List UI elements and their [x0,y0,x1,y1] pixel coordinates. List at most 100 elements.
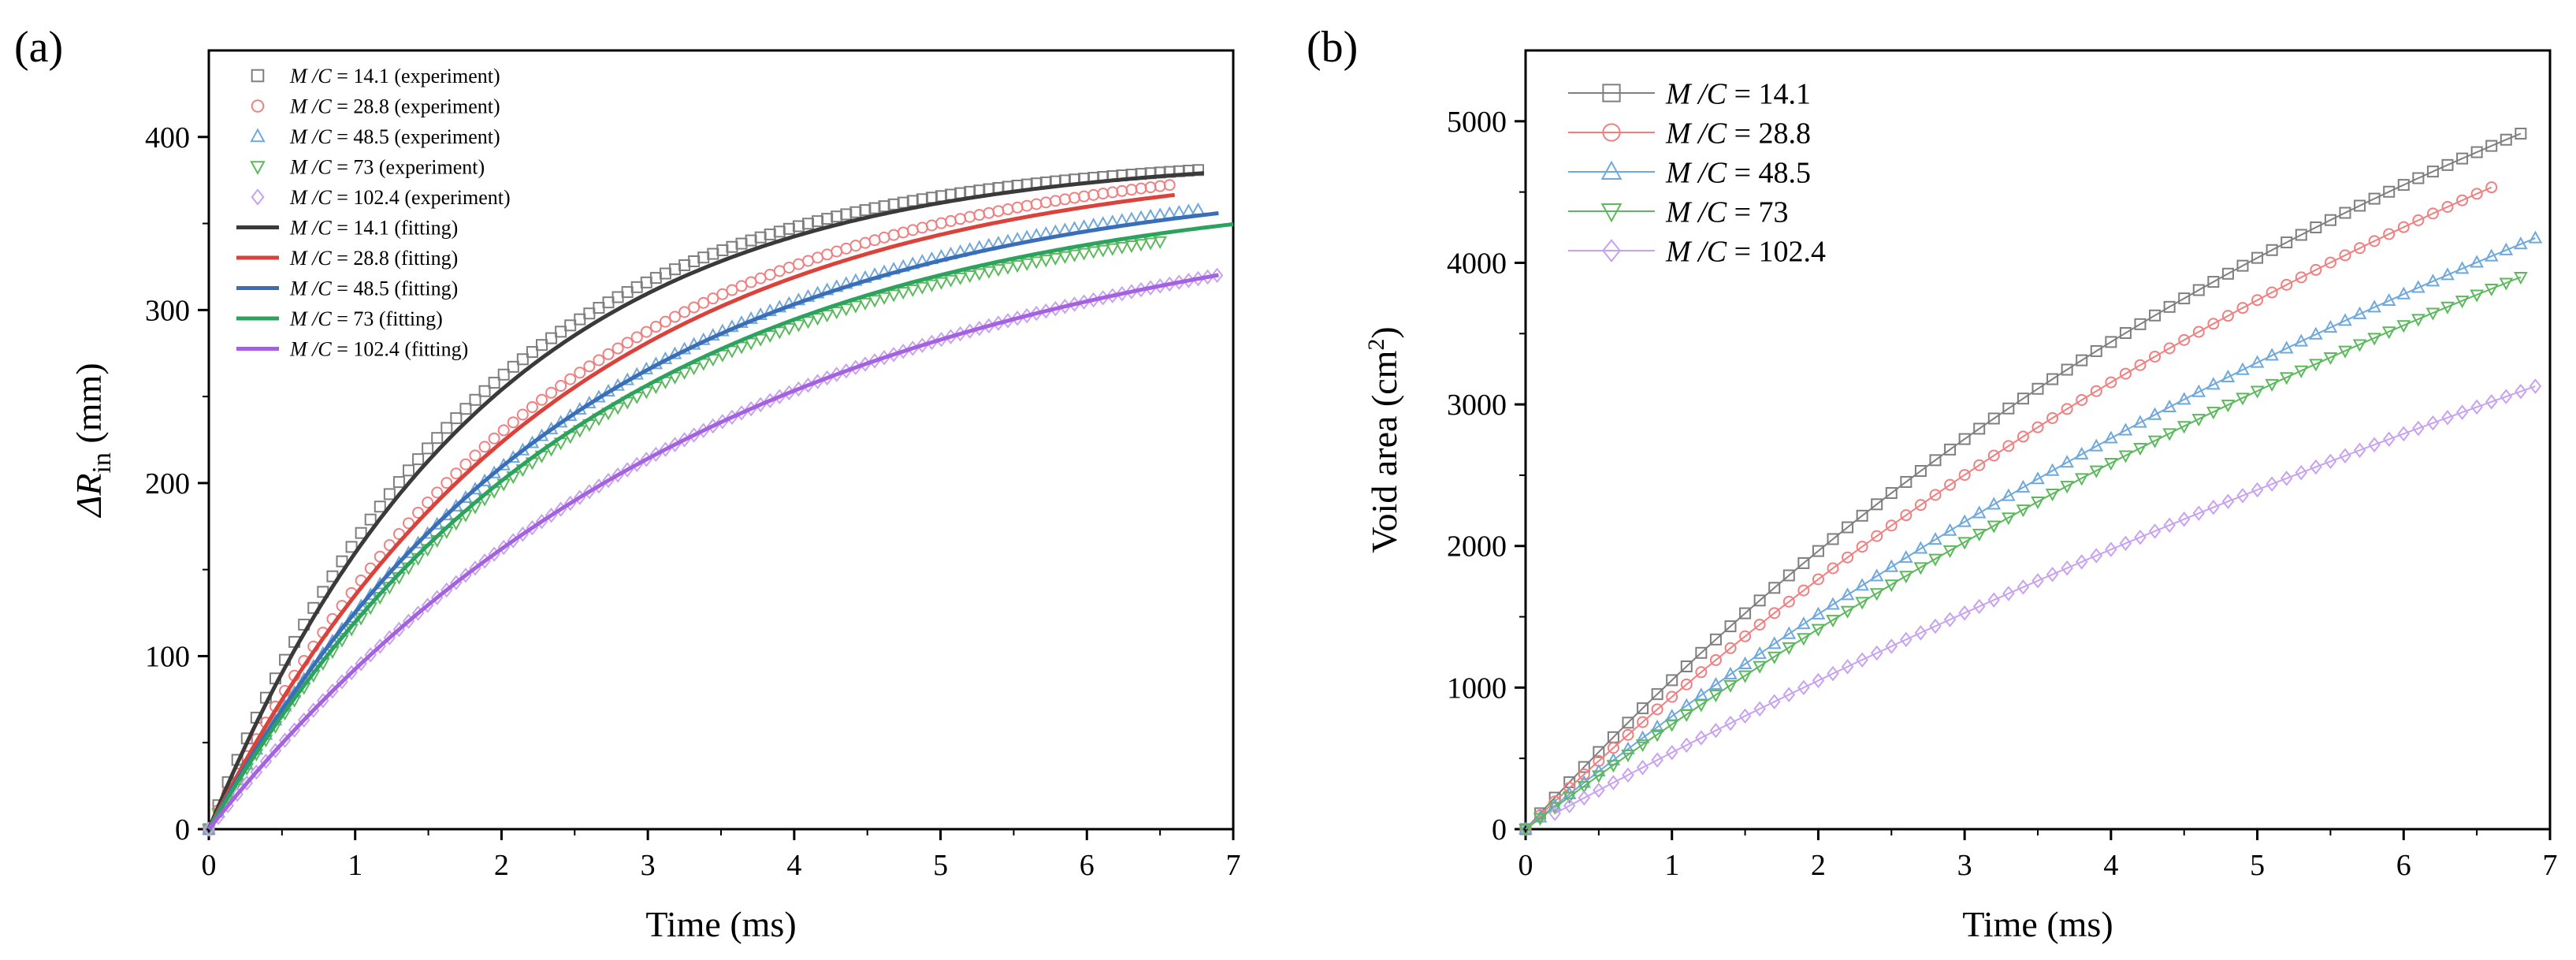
data-point-mc73 [877,292,891,305]
data-point-b102 [1695,730,1708,746]
legend-label-b73: M /C = 73 [1665,195,1789,229]
data-point-mc14 [726,240,738,253]
data-point-b14 [2192,284,2205,296]
data-point-b48 [1650,719,1664,733]
y-tick-label: 0 [1492,813,1507,847]
data-point-b102 [1856,652,1868,668]
data-point-mc28 [735,280,748,292]
data-point-b28 [2324,256,2336,269]
data-point-b48 [1708,677,1723,690]
data-point-b14 [2441,158,2454,171]
data-point-mc48 [325,634,340,647]
data-point-mc14 [364,513,377,526]
data-point-b48 [2338,313,2352,326]
data-point-b102 [1636,760,1649,776]
data-point-mc28 [782,261,795,273]
data-point-mc73 [849,300,863,314]
data-point-b14 [2383,185,2396,198]
data-point-b48 [2265,348,2279,361]
data-point-b14 [1593,746,1605,758]
data-point-b28 [2076,393,2088,406]
data-point-b73 [2367,333,2381,346]
data-point-mc73 [905,284,920,297]
data-point-b102 [2382,431,2396,448]
data-point-b28 [1724,642,1737,654]
data-point-b14 [2426,166,2439,178]
data-point-b102 [2046,567,2059,582]
data-point-b48 [1987,497,2002,510]
data-point-mc28 [802,255,814,267]
x-tick-label: 7 [1226,849,1241,882]
legend-marker-mc102 [251,188,265,206]
data-point-mc14 [812,215,824,228]
data-point-b14 [2485,140,2498,152]
data-point-b102 [1622,767,1634,783]
data-point-b48 [2440,267,2455,281]
data-point-mc14 [859,204,872,217]
data-point-mc28 [697,296,710,309]
data-point-b73 [2016,504,2031,518]
data-point-mc14 [383,488,396,500]
data-point-b102 [1593,782,1605,798]
data-point-b73 [2147,435,2162,448]
x-tick-label: 2 [1811,849,1826,882]
data-point-b73 [2221,400,2236,413]
series-b48 [1518,230,2543,835]
data-point-b73 [2411,314,2425,327]
data-point-mc14 [745,234,757,247]
data-point-b102 [2221,493,2235,509]
data-point-b28 [1797,584,1810,597]
data-point-b48 [2250,355,2265,368]
data-point-mc14 [630,281,643,293]
data-point-b48 [2528,230,2543,244]
data-point-mc28 [821,248,834,261]
data-point-mc28 [469,449,481,462]
data-point-mc73 [982,266,996,279]
data-point-b102 [2207,499,2220,515]
data-point-b28 [1709,653,1722,666]
data-point-mc73 [962,270,977,284]
data-point-mc28 [916,221,928,234]
data-point-mc14 [345,541,358,553]
data-point-b28 [2397,221,2410,233]
data-point-b48 [1797,616,1811,630]
data-point-mc48 [373,576,388,590]
data-point-b102 [1841,659,1854,675]
data-point-b73 [2294,365,2309,378]
data-point-b73 [2425,307,2440,321]
data-point-b102 [2280,471,2293,486]
data-point-mc73 [1039,255,1054,268]
data-point-mc14 [935,190,947,203]
data-point-b102 [2324,453,2337,470]
data-point-b14 [2149,309,2162,322]
data-point-mc14 [602,296,615,309]
data-point-mc14 [526,346,538,359]
legend-label-b28: M /C = 28.8 [1665,117,1811,150]
data-point-mc14 [450,412,463,425]
line-b48 [1525,237,2536,830]
data-point-b73 [2133,443,2147,456]
data-point-b28 [2002,440,2015,452]
data-point-b48 [1621,741,1635,754]
x-tick-label: 6 [1080,849,1095,882]
data-point-b28 [1885,519,1898,532]
data-point-b14 [1724,620,1737,633]
legend-marker-mc14 [251,69,265,83]
line-b102 [1554,385,2536,814]
data-point-b28 [2236,302,2249,314]
data-point-mc73 [943,274,958,288]
series-b73 [1518,272,2528,837]
legend-marker-b28 [1602,123,1621,142]
data-point-b14 [2134,318,2147,330]
data-point-b14 [2368,192,2381,205]
data-point-b14 [2456,152,2469,165]
data-point-mc28 [707,292,719,305]
data-point-b28 [2470,188,2483,200]
data-point-b102 [1885,638,1898,654]
data-point-b102 [1578,790,1591,806]
data-point-b48 [1767,636,1782,649]
data-point-b73 [1928,553,1942,567]
data-point-b102 [2368,437,2381,452]
data-point-mc48 [363,587,378,601]
